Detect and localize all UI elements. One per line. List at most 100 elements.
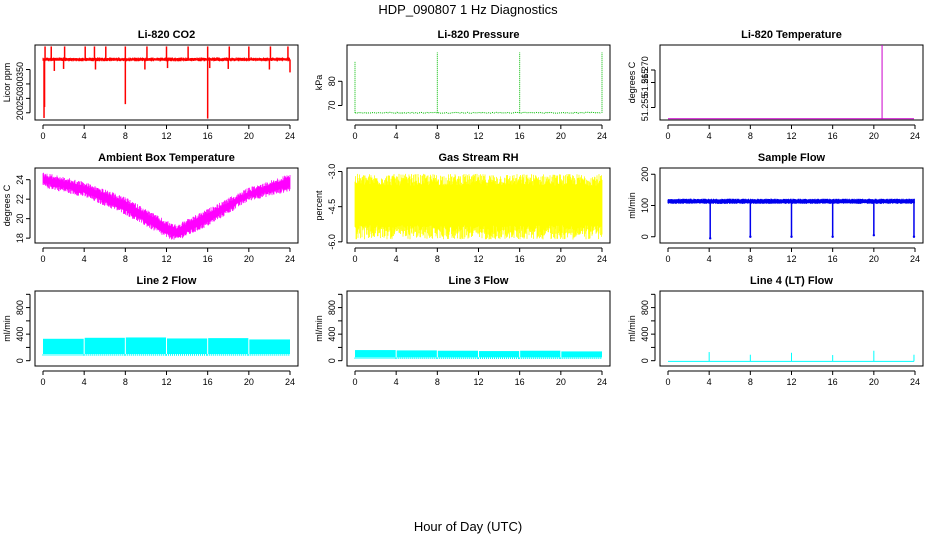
flow-area — [125, 337, 167, 355]
x-tick-label: 0 — [352, 377, 357, 387]
plot-frame — [659, 44, 924, 121]
x-tick-label: 4 — [82, 377, 87, 387]
flow-dip-point — [708, 237, 712, 240]
y-tick-label: -3.0 — [327, 164, 337, 180]
flow-area-edge — [560, 357, 602, 359]
chart-title: Ambient Box Temperature — [98, 152, 235, 164]
series-line — [42, 172, 291, 240]
x-tick-label: 8 — [748, 131, 753, 141]
x-tick-label: 12 — [473, 254, 483, 264]
x-tick-label: 12 — [473, 377, 483, 387]
y-tick-label: 18 — [15, 233, 25, 243]
y-tick-label: 100 — [640, 198, 650, 213]
plot-frame — [346, 167, 611, 244]
x-tick-label: 8 — [435, 254, 440, 264]
flow-area — [84, 337, 126, 355]
y-tick-label: 20 — [15, 214, 25, 224]
chart-title: Li-820 Pressure — [438, 29, 520, 41]
y-axis-label: kPa — [314, 75, 324, 91]
x-tick-label: 8 — [123, 377, 128, 387]
flow-area-edge — [519, 357, 561, 359]
x-tick-label: 0 — [665, 377, 670, 387]
x-tick-label: 16 — [203, 377, 213, 387]
y-axis-label: ml/min — [314, 315, 324, 342]
flow-area-edge — [395, 357, 437, 359]
y-tick-label: -4.5 — [327, 199, 337, 215]
series-line — [354, 348, 602, 359]
x-tick-label: 8 — [123, 254, 128, 264]
plot-frame — [346, 44, 611, 121]
flow-area — [519, 350, 561, 358]
y-tick-label: 0 — [327, 358, 337, 363]
series-line — [668, 350, 915, 362]
flow-area-edge — [42, 354, 84, 356]
y-axis-label: percent — [314, 190, 324, 221]
y-tick-label: 800 — [15, 300, 25, 315]
flow-area — [166, 338, 208, 355]
y-axis-label: ml/min — [627, 315, 637, 342]
flow-dip-point — [790, 235, 793, 238]
plot-frame — [659, 167, 924, 244]
x-tick-label: 0 — [40, 254, 45, 264]
baseline-line — [354, 111, 602, 114]
x-tick-label: 4 — [707, 254, 712, 264]
x-tick-label: 16 — [515, 377, 525, 387]
flow-area — [478, 351, 520, 358]
x-tick-label: 24 — [910, 131, 920, 141]
chart-title: Line 2 Flow — [137, 275, 197, 287]
x-tick-label: 16 — [828, 131, 838, 141]
x-tick-label: 4 — [394, 131, 399, 141]
y-tick-label: 51.255 — [640, 94, 650, 122]
flow-area-edge — [248, 354, 290, 356]
flow-area — [207, 338, 249, 355]
series-line — [42, 46, 291, 119]
x-tick-label: 24 — [285, 254, 295, 264]
y-tick-label: 24 — [15, 175, 25, 185]
flow-area-edge — [478, 357, 519, 359]
flow-dip-point — [749, 235, 752, 238]
y-axis-label: Licor ppm — [2, 63, 12, 103]
flow-area — [355, 350, 397, 358]
x-tick-label: 16 — [828, 377, 838, 387]
y-tick-label: 51.270 — [640, 56, 650, 84]
series-line — [667, 198, 916, 240]
flow-area-edge — [436, 357, 478, 359]
x-tick-label: 0 — [665, 131, 670, 141]
x-tick-label: 8 — [435, 377, 440, 387]
x-tick-label: 12 — [161, 131, 171, 141]
x-tick-label: 20 — [556, 131, 566, 141]
y-axis-label: degrees C — [627, 61, 637, 103]
x-tick-label: 12 — [161, 254, 171, 264]
plot-frame — [659, 290, 924, 367]
y-tick-label: 300 — [15, 76, 25, 91]
flow-dip-point — [831, 235, 834, 238]
flow-dip-point — [912, 235, 916, 238]
x-tick-label: 8 — [748, 254, 753, 264]
y-axis-label: ml/min — [627, 192, 637, 219]
x-tick-label: 0 — [40, 131, 45, 141]
y-tick-label: 80 — [327, 76, 337, 86]
y-tick-label: 51.265 — [640, 69, 650, 97]
x-tick-label: 20 — [869, 254, 879, 264]
x-tick-label: 16 — [203, 254, 213, 264]
x-tick-label: 8 — [123, 131, 128, 141]
y-tick-label: 800 — [327, 300, 337, 315]
plot-frame — [34, 167, 299, 244]
x-tick-label: 24 — [910, 254, 920, 264]
flow-area-edge — [124, 354, 166, 356]
y-tick-label: 200 — [15, 105, 25, 120]
x-tick-label: 12 — [786, 254, 796, 264]
x-tick-label: 16 — [515, 131, 525, 141]
x-tick-label: 12 — [473, 131, 483, 141]
x-tick-label: 24 — [597, 131, 607, 141]
x-tick-label: 16 — [515, 254, 525, 264]
flow-band — [667, 198, 915, 204]
x-tick-label: 20 — [556, 377, 566, 387]
temperature-noise — [42, 172, 291, 240]
y-tick-label: 200 — [640, 167, 650, 182]
y-axis-label: ml/min — [2, 315, 12, 342]
